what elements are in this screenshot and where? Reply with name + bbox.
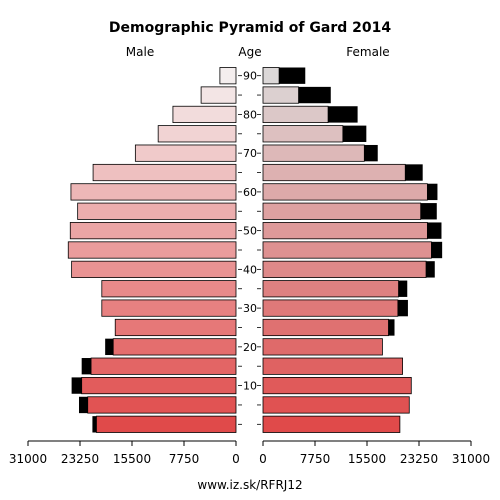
female-x-tick-label: 0 — [259, 452, 267, 466]
female-excess-bar — [397, 299, 408, 317]
female-excess-bar — [431, 241, 443, 259]
male-bar — [90, 357, 237, 375]
male-excess-bar — [92, 416, 97, 433]
male-label: Male — [126, 45, 154, 59]
female-x-tick-label: 7750 — [300, 452, 331, 466]
female-excess-bar — [405, 164, 423, 181]
female-bar — [262, 260, 427, 278]
female-excess-bar — [427, 183, 438, 201]
female-bar — [262, 183, 428, 201]
female-excess-bar — [388, 319, 395, 336]
female-bar — [262, 396, 410, 414]
male-bar — [134, 144, 237, 162]
source-label: www.iz.sk/RFRJ12 — [197, 478, 302, 492]
male-bar — [81, 376, 237, 395]
female-excess-bar — [328, 106, 358, 123]
male-bar — [92, 163, 237, 182]
female-x-tick-label: 15500 — [348, 452, 386, 466]
male-bar — [101, 280, 237, 298]
male-bar — [219, 67, 237, 85]
chart-title: Demographic Pyramid of Gard 2014 — [109, 20, 391, 36]
female-excess-bar — [364, 144, 378, 162]
female-bar — [262, 318, 389, 337]
axes-group: 10 20 30 40 50 60 70 80 90 31000 23250 15500 7750 0 0 7… — [9, 70, 490, 466]
age-tick-label: 30 — [243, 302, 257, 315]
male-x-tick-label: 15500 — [113, 452, 151, 466]
female-excess-bar — [398, 280, 408, 297]
female-x-tick-label: 23250 — [400, 452, 438, 466]
female-bar — [262, 163, 406, 182]
female-bar — [262, 86, 299, 104]
male-bar — [114, 318, 237, 337]
female-excess-bar — [279, 67, 306, 84]
female-label: Female — [346, 45, 389, 59]
male-excess-bar — [81, 358, 92, 375]
male-bar — [172, 105, 237, 124]
female-bar — [262, 299, 399, 317]
male-bar — [69, 222, 237, 240]
female-excess-bar — [420, 203, 437, 220]
age-tick-label: 40 — [243, 263, 257, 276]
female-bar — [262, 280, 399, 298]
female-excess-bar — [427, 222, 442, 239]
age-label: Age — [238, 45, 261, 59]
male-x-tick-label: 31000 — [9, 452, 47, 466]
female-excess-bar — [426, 261, 435, 278]
female-bar — [262, 125, 344, 143]
age-tick-label: 10 — [243, 380, 257, 393]
bars-group — [67, 67, 443, 433]
male-bar — [77, 202, 237, 220]
male-bar — [71, 260, 237, 278]
female-bar — [262, 67, 280, 85]
male-excess-bar — [71, 377, 82, 394]
age-tick-label: 80 — [243, 108, 257, 121]
female-bar — [262, 202, 422, 220]
male-bar — [96, 415, 237, 433]
age-tick-label: 90 — [243, 70, 257, 83]
female-x-tick-label: 31000 — [452, 452, 490, 466]
female-bar — [262, 222, 428, 240]
male-x-tick-label: 7750 — [169, 452, 200, 466]
male-bar — [101, 299, 237, 317]
age-tick-label: 20 — [243, 341, 257, 354]
female-excess-bar — [298, 86, 331, 104]
female-bar — [262, 144, 365, 162]
age-tick-label: 50 — [243, 225, 257, 238]
female-bar — [262, 376, 412, 395]
age-tick-label: 60 — [243, 186, 257, 199]
female-bar — [262, 241, 432, 259]
male-bar — [112, 338, 237, 356]
male-bar — [157, 125, 237, 143]
male-bar — [67, 241, 237, 259]
female-excess-bar — [342, 125, 367, 142]
female-bar — [262, 338, 383, 356]
male-x-tick-label: 0 — [232, 452, 240, 466]
male-bar — [70, 183, 237, 201]
male-bar — [200, 86, 237, 104]
female-bar — [262, 415, 401, 433]
male-excess-bar — [105, 338, 114, 356]
male-excess-bar — [78, 396, 88, 414]
female-bar — [262, 105, 329, 124]
male-x-tick-label: 23250 — [61, 452, 99, 466]
male-bar — [87, 396, 237, 414]
age-tick-label: 70 — [243, 147, 257, 160]
female-bar — [262, 357, 403, 375]
